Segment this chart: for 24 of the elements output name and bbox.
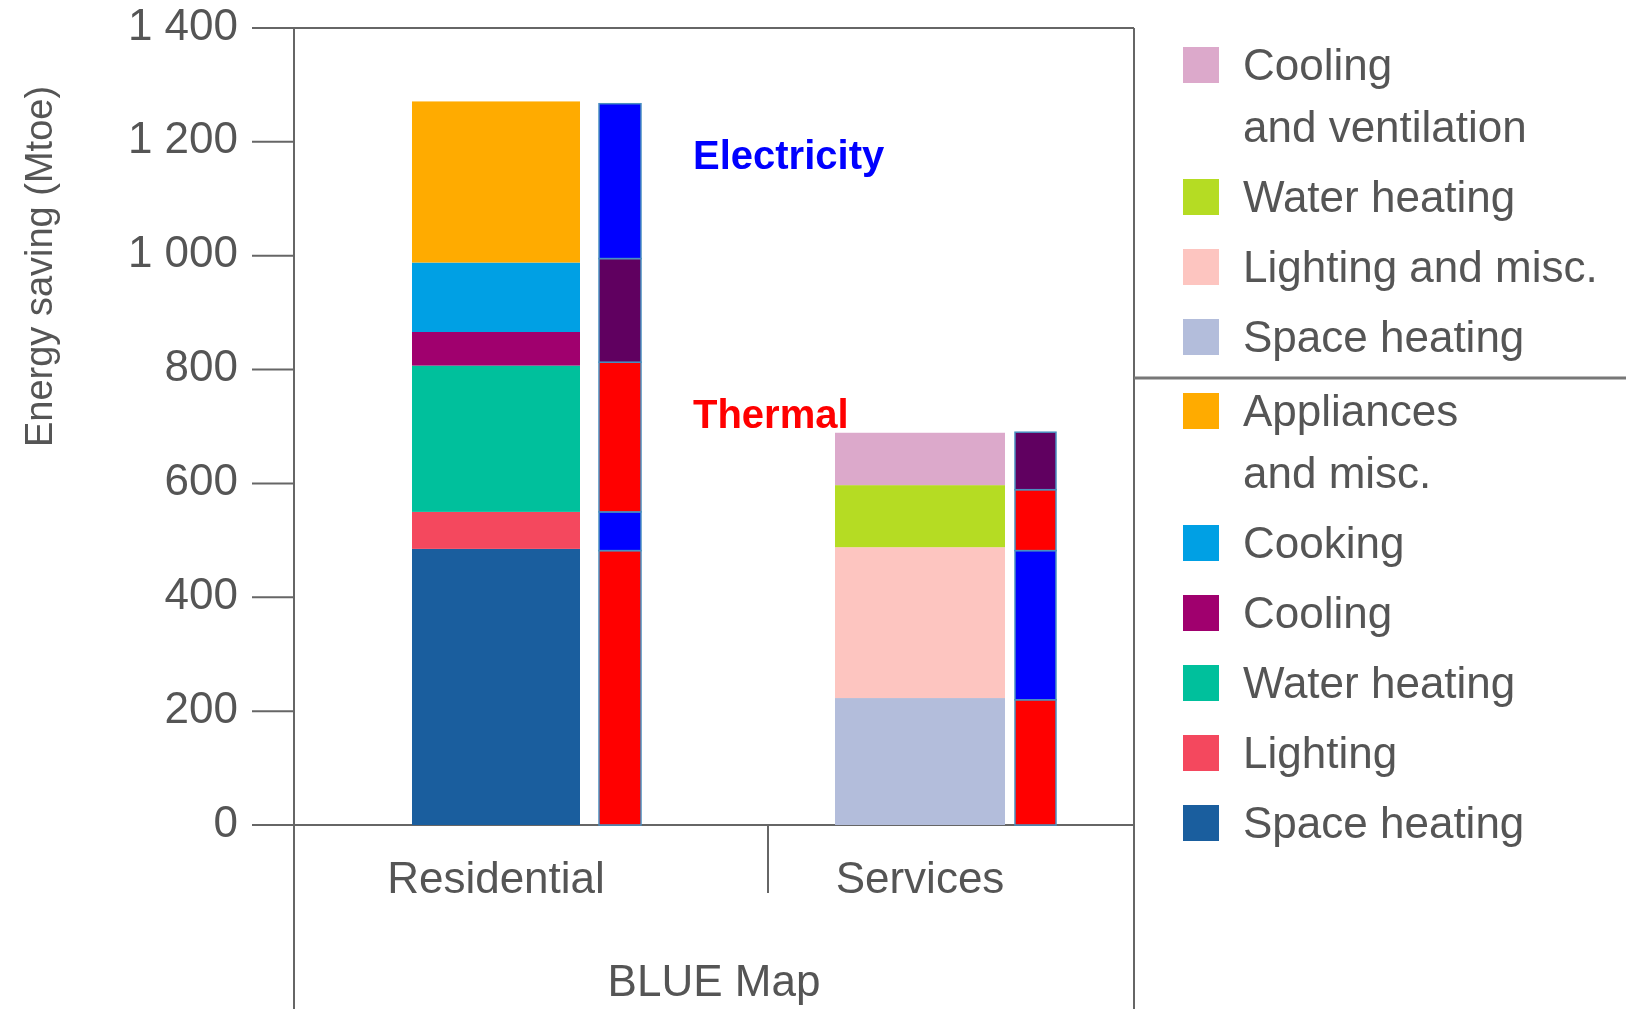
x-tick-label: Residential — [387, 853, 605, 902]
y-tick-label: 0 — [213, 796, 238, 846]
legend-label: Water heating — [1243, 658, 1516, 707]
y-axis-title: Energy saving (Mtoe) — [18, 85, 60, 448]
legend-label: Water heating — [1243, 172, 1516, 221]
legend-label: Lighting — [1243, 728, 1398, 777]
legend-label: Space heating — [1243, 798, 1525, 847]
legend-label: Cooling and ventilation — [1243, 40, 1527, 151]
legend-label: Space heating — [1243, 312, 1525, 361]
legend-label: Appliances and misc. — [1243, 386, 1459, 497]
y-tick-label: 1 400 — [127, 0, 238, 49]
y-tick-label: 200 — [164, 682, 238, 732]
y-tick-label: 800 — [164, 341, 238, 391]
x-axis-title: BLUE Map — [607, 956, 821, 1005]
series-label: Electricity — [693, 133, 885, 178]
legend-label: Lighting and misc. — [1243, 242, 1598, 291]
x-tick-label: Services — [835, 853, 1005, 902]
y-tick-label: 1 200 — [127, 113, 238, 163]
legend-label: Cooking — [1243, 518, 1405, 567]
y-tick-label: 600 — [164, 455, 238, 505]
y-tick-label: 1 000 — [127, 227, 238, 277]
series-label: Thermal — [693, 391, 849, 436]
legend-label: Cooling — [1243, 588, 1393, 637]
y-tick-label: 400 — [164, 568, 238, 618]
